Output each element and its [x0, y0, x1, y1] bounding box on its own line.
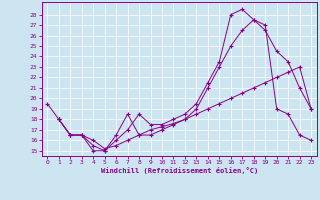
- X-axis label: Windchill (Refroidissement éolien,°C): Windchill (Refroidissement éolien,°C): [100, 167, 258, 174]
